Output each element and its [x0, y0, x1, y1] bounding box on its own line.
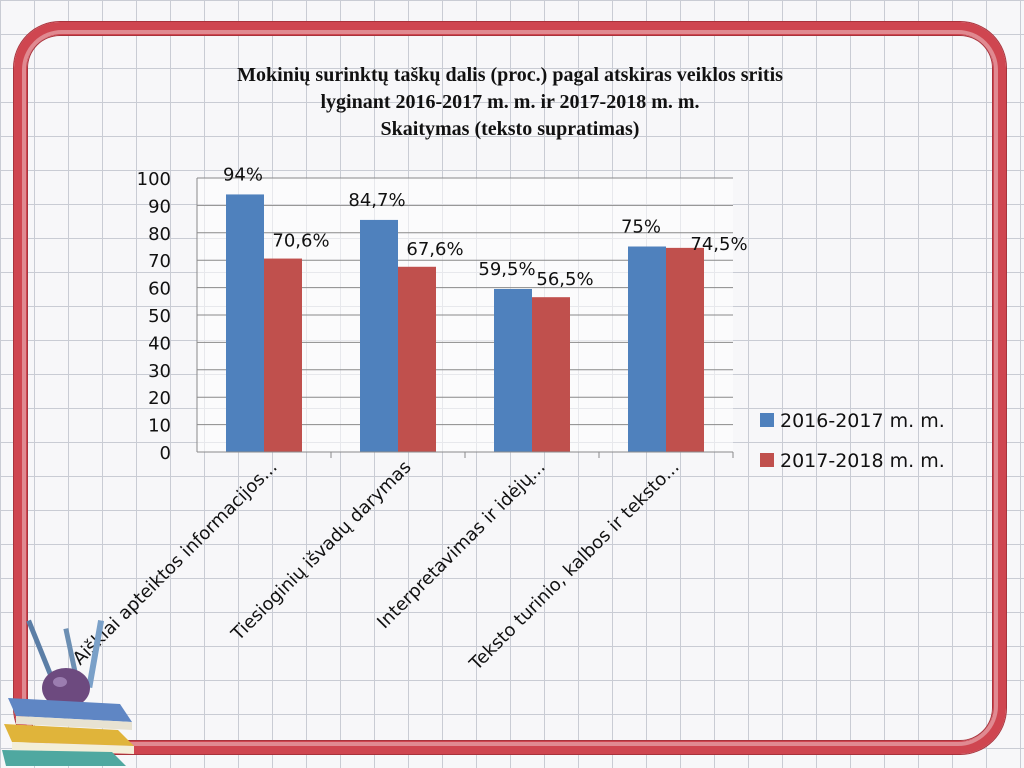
y-tick-label: 50	[148, 306, 171, 327]
bar-1-1	[226, 194, 264, 452]
bar-1-4	[628, 246, 666, 452]
legend-label: 2016-2017 m. m.	[780, 410, 945, 432]
data-label: 75%	[621, 217, 661, 238]
y-tick-label: 20	[148, 388, 171, 409]
bar-2-4	[666, 247, 704, 452]
data-label: 94%	[223, 164, 263, 185]
data-label: 74,5%	[690, 234, 747, 255]
legend-label: 2017-2018 m. m.	[780, 450, 945, 472]
y-tick-label: 40	[148, 333, 171, 354]
books-pencils-icon	[2, 619, 134, 766]
y-tick-label: 30	[148, 361, 171, 382]
decorative-frame-inner	[22, 30, 998, 746]
bar-1-2	[360, 219, 398, 452]
chart-title-line-3: Skaitymas (teksto supratimas)	[380, 118, 640, 140]
bar-2-2	[398, 266, 436, 452]
chart-title-line-1: Mokinių surinktų taškų dalis (proc.) pag…	[237, 64, 783, 86]
y-tick-label: 100	[137, 169, 171, 190]
y-tick-label: 70	[148, 251, 171, 272]
chart-title-line-2: lyginant 2016-2017 m. m. ir 2017-2018 m.…	[320, 91, 700, 113]
bar-2-3	[532, 297, 570, 452]
data-label: 84,7%	[348, 190, 405, 211]
y-tick-label: 60	[148, 279, 171, 300]
y-tick-label: 10	[148, 416, 171, 437]
y-tick-label: 0	[160, 443, 171, 464]
legend-swatch	[760, 453, 774, 467]
legend-swatch	[760, 413, 774, 427]
data-label: 56,5%	[536, 269, 593, 290]
data-label: 59,5%	[478, 259, 535, 280]
y-tick-label: 80	[148, 224, 171, 245]
data-label: 67,6%	[406, 239, 463, 260]
x-category-label: Teksto turinio, kalbos ir teksto...	[465, 457, 683, 675]
bar-2-1	[264, 258, 302, 452]
y-tick-label: 90	[148, 196, 171, 217]
chart-title: Mokinių surinktų taškų dalis (proc.) pag…	[110, 62, 910, 143]
bar-1-3	[494, 288, 532, 452]
data-label: 70,6%	[272, 231, 329, 252]
